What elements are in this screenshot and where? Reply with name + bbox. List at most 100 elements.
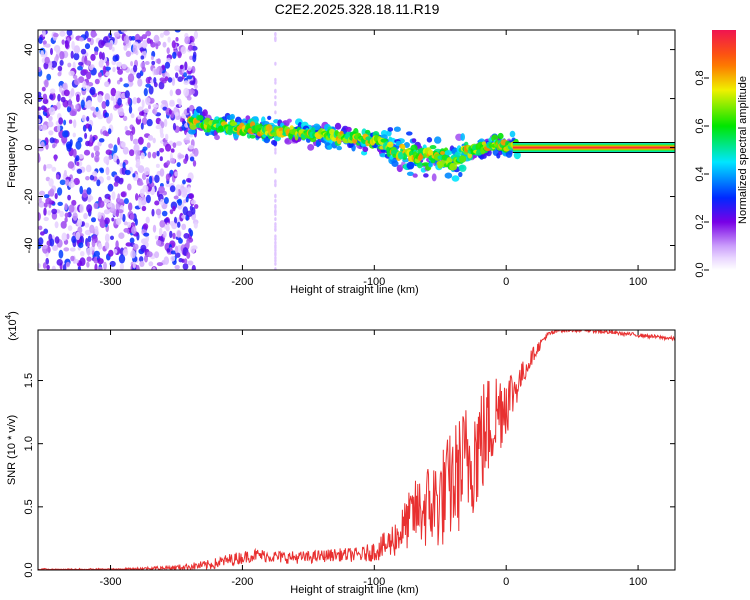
noise-blob (98, 59, 104, 68)
noise-blob (159, 198, 164, 206)
noise-blob (93, 145, 100, 152)
ridge-blob (431, 173, 437, 182)
x-tick-label: 100 (629, 576, 647, 588)
noise-blob (186, 132, 190, 140)
ridge-blob (440, 151, 445, 155)
noise-blob (144, 167, 150, 176)
noise-blob (145, 216, 150, 224)
noise-blob (81, 189, 88, 198)
noise-blob (117, 193, 121, 203)
noise-blob (183, 72, 188, 78)
ridge-blob (393, 126, 401, 132)
noise-blob (169, 230, 173, 239)
noise-blob (48, 178, 54, 187)
ridge-blob (310, 127, 316, 133)
noise-blob (86, 116, 90, 122)
noise-blob (148, 261, 154, 267)
noise-streak (274, 167, 277, 172)
noise-blob (86, 204, 93, 213)
noise-blob (165, 143, 172, 152)
noise-blob (59, 210, 65, 218)
noise-blob (74, 78, 80, 86)
noise-blob (183, 158, 188, 165)
noise-blob (72, 212, 78, 221)
noise-blob (132, 97, 138, 105)
noise-blob (173, 195, 179, 200)
ridge-blob (428, 162, 433, 168)
noise-blob (186, 96, 192, 101)
noise-blob (95, 150, 100, 157)
noise-blob (170, 148, 175, 153)
noise-blob (165, 133, 169, 141)
noise-blob (79, 37, 84, 42)
noise-blob (141, 66, 146, 73)
noise-blob (169, 89, 173, 97)
spectrogram-frame (37, 29, 676, 271)
noise-streak (274, 95, 277, 100)
noise-blob (172, 232, 176, 240)
noise-blob (57, 93, 61, 102)
noise-blob (186, 251, 191, 259)
ridge-blob (401, 144, 406, 150)
noise-blob (156, 262, 163, 267)
noise-blob (188, 193, 195, 200)
noise-blob (139, 188, 145, 198)
noise-blob (45, 163, 53, 169)
noise-streak (274, 38, 277, 43)
noise-blob (137, 181, 144, 186)
noise-blob (87, 197, 92, 203)
noise-streak (274, 245, 277, 250)
noise-blob (94, 78, 100, 85)
noise-blob (166, 222, 170, 231)
noise-blob (45, 197, 52, 205)
noise-blob (175, 72, 179, 79)
noise-blob (76, 168, 83, 174)
noise-blob (123, 221, 128, 226)
ridge-blob (391, 160, 399, 167)
noise-blob (48, 130, 54, 136)
noise-blob (193, 221, 198, 229)
noise-blob (112, 153, 117, 162)
noise-blob (179, 64, 184, 70)
ridge-blob (249, 134, 256, 139)
noise-blob (52, 143, 56, 149)
noise-blob (120, 191, 127, 198)
noise-blob (72, 148, 77, 158)
noise-blob (43, 164, 47, 172)
noise-streak (274, 88, 277, 93)
noise-blob (84, 60, 92, 66)
noise-streak (274, 77, 277, 82)
ridge-blob (387, 127, 394, 132)
noise-blob (63, 247, 70, 252)
noise-blob (97, 211, 102, 220)
noise-blob (45, 257, 49, 265)
noise-blob (182, 188, 188, 196)
noise-blob (186, 75, 193, 80)
noise-blob (192, 160, 197, 167)
noise-blob (140, 152, 145, 160)
noise-blob (176, 230, 181, 238)
x-tick-label: 0 (503, 276, 509, 288)
colorbar-tick-label: 0.8 (694, 70, 706, 85)
noise-blob (143, 108, 149, 113)
noise-blob (87, 37, 92, 42)
noise-blob (186, 107, 190, 114)
ridge-blob (202, 109, 208, 117)
noise-blob (134, 218, 138, 226)
noise-streak (274, 147, 277, 152)
noise-blob (122, 115, 128, 122)
noise-blob (132, 261, 136, 269)
ridge-blob (403, 142, 410, 148)
noise-blob (64, 216, 68, 223)
noise-blob (60, 221, 67, 229)
noise-blob (189, 55, 193, 60)
y-tick-label: 0 (23, 144, 35, 150)
x-tick-label: -200 (231, 276, 253, 288)
colorbar-label: Normalized spectral amplitude (737, 76, 749, 224)
noise-blob (155, 124, 162, 130)
noise-blob (89, 174, 95, 181)
noise-blob (65, 261, 71, 268)
noise-blob (75, 104, 79, 110)
noise-blob (118, 254, 126, 264)
